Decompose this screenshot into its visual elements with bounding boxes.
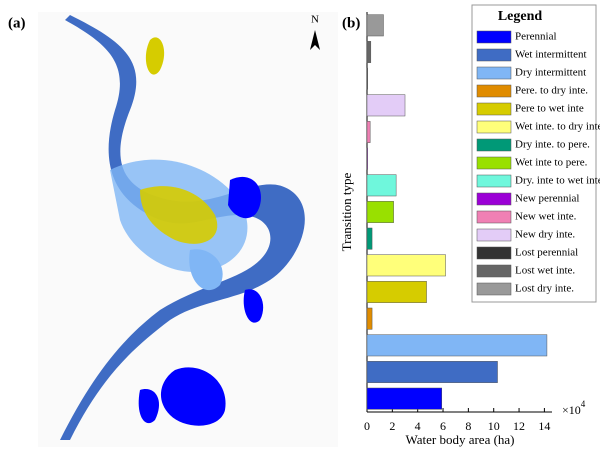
panel-label: (b) — [342, 15, 360, 31]
legend-label: Wet intermittent — [515, 49, 587, 61]
legend-label: Dry. inte to wet inte. — [515, 175, 600, 187]
bar — [366, 67, 368, 90]
legend-label: Dry inte. to pere. — [515, 139, 590, 151]
x-scale-base: ×10 — [562, 403, 581, 417]
legend-label: Lost dry inte. — [515, 283, 574, 295]
legend-label: New perennial — [515, 193, 579, 205]
legend-swatch — [476, 84, 512, 98]
river — [60, 15, 305, 440]
legend-label: Lost wet inte. — [515, 265, 575, 277]
legend-swatch — [476, 66, 512, 80]
legend-swatch — [476, 246, 512, 260]
bar — [366, 147, 368, 170]
bar — [366, 334, 548, 357]
bar — [366, 121, 371, 143]
bar — [366, 254, 446, 277]
legend-label: Dry intermittent — [515, 67, 586, 79]
bar — [366, 41, 372, 63]
panel-label: (a) — [8, 15, 26, 31]
x-axis-title: Water body area (ha) — [405, 432, 514, 447]
y-axis-title: Transition type — [339, 172, 354, 251]
x-tick-label: 12 — [513, 419, 525, 433]
x-tick-label: 0 — [364, 419, 370, 433]
legend-title: Legend — [498, 9, 543, 24]
legend-swatch — [476, 102, 512, 116]
bar — [366, 14, 384, 37]
legend-label: Lost perennial — [515, 247, 578, 259]
lake-region — [189, 249, 223, 291]
x-tick-label: 10 — [488, 419, 500, 433]
north-arrow — [310, 30, 320, 50]
legend-label: Pere to wet inte — [515, 103, 584, 115]
legend-swatch — [476, 48, 512, 62]
bar — [366, 201, 394, 223]
legend-swatch — [476, 210, 512, 224]
lake — [160, 367, 226, 426]
legend-swatch — [476, 120, 512, 134]
bar — [366, 387, 443, 410]
x-tick-label: 8 — [465, 419, 471, 433]
legend-swatch — [476, 174, 512, 188]
bar — [366, 361, 498, 383]
lake — [243, 289, 264, 323]
legend-label: New wet inte. — [515, 211, 577, 223]
x-tick-label: 6 — [440, 419, 446, 433]
legend-swatch — [476, 264, 512, 278]
x-tick-label: 2 — [389, 419, 395, 433]
legend-label: Pere. to dry inte. — [515, 85, 588, 97]
legend-swatch — [476, 228, 512, 242]
legend-label: Wet inte. to dry inte. — [515, 121, 600, 133]
bar — [366, 227, 373, 250]
legend-swatch — [476, 192, 512, 206]
legend-swatch — [476, 138, 512, 152]
transition-region — [140, 186, 218, 244]
bar — [366, 94, 406, 117]
transition-region — [145, 37, 165, 75]
x-scale-label: ×104 — [562, 399, 586, 417]
lake — [228, 176, 261, 219]
legend-swatch — [476, 156, 512, 170]
legend-label: New dry inte. — [515, 229, 575, 241]
map: (a) N — [8, 12, 338, 447]
legend-swatch — [476, 30, 512, 44]
legend-swatch — [476, 282, 512, 296]
north-label: N — [311, 14, 319, 26]
bar — [366, 281, 427, 303]
x-tick-label: 14 — [538, 419, 550, 433]
bar — [366, 307, 373, 330]
bar — [366, 174, 397, 197]
x-tick-label: 4 — [415, 419, 421, 433]
x-scale-exponent: 4 — [581, 399, 586, 409]
legend-label: Perennial — [515, 31, 557, 43]
bar-chart: (b) Legend Water body area (ha) Transiti… — [339, 4, 600, 447]
legend-label: Wet inte to pere. — [515, 157, 588, 169]
lake — [138, 389, 160, 424]
